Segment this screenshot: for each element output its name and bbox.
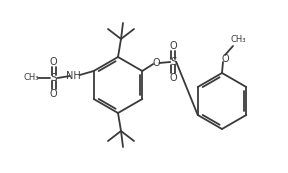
- Text: O: O: [169, 73, 177, 83]
- Text: S: S: [170, 57, 177, 67]
- Text: O: O: [221, 54, 229, 64]
- Text: CH₃: CH₃: [230, 35, 246, 44]
- Text: CH₃: CH₃: [23, 74, 39, 83]
- Text: O: O: [50, 57, 58, 67]
- Text: S: S: [50, 73, 57, 83]
- Text: NH: NH: [66, 71, 81, 81]
- Text: O: O: [169, 41, 177, 51]
- Text: O: O: [50, 89, 58, 99]
- Text: O: O: [152, 58, 160, 68]
